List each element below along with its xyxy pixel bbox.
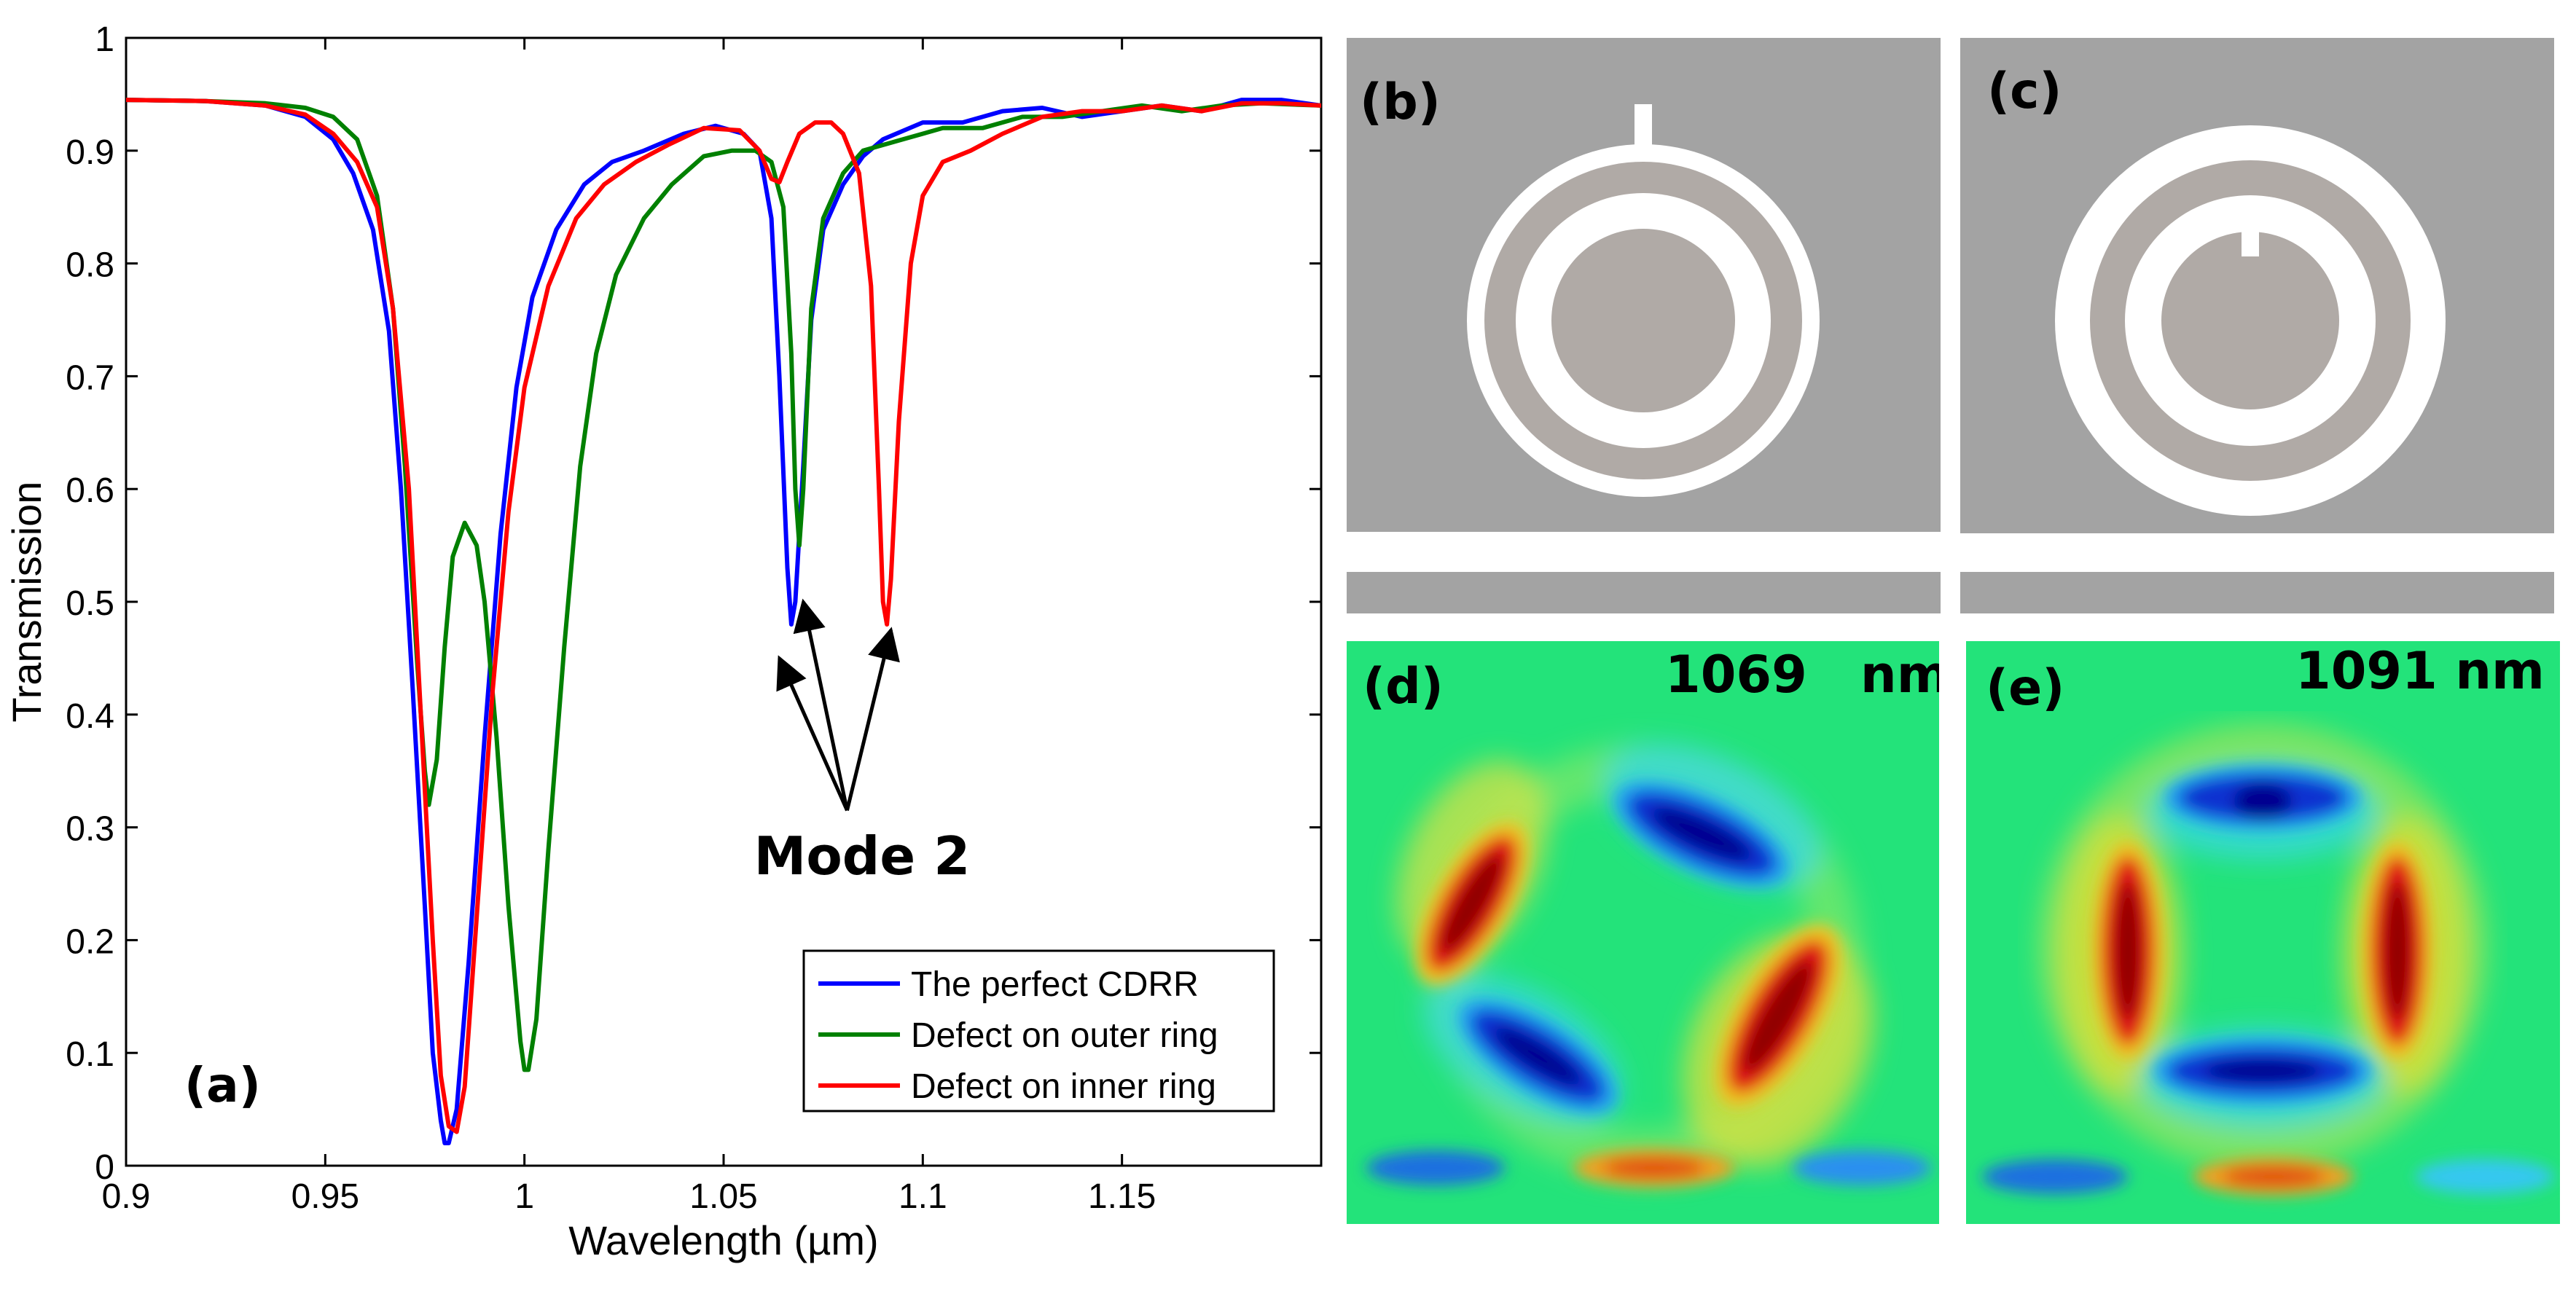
y-tick-label: 0.3 (66, 810, 114, 849)
x-tick-label: 1 (514, 1177, 534, 1216)
defect-b (1635, 104, 1652, 146)
series-line-3 (126, 98, 1321, 1134)
panel-label-b: (b) (1360, 74, 1441, 131)
center-disk-c (2161, 232, 2339, 409)
mode-2-arrows (776, 598, 900, 812)
x-tick-label: 1.15 (1088, 1177, 1156, 1216)
legend-label-1: The perfect CDRR (911, 965, 1199, 1004)
mode-2-arrow-3 (845, 627, 900, 811)
y-tick-label: 1 (95, 20, 114, 59)
legend-label-2: Defect on outer ring (911, 1016, 1218, 1055)
mode-2-arrow-1 (776, 655, 849, 812)
x-tick-label: 0.95 (291, 1177, 359, 1216)
series-group (126, 98, 1321, 1145)
defect-c (2242, 232, 2259, 256)
legend: The perfect CDRR Defect on outer ring Defe… (802, 949, 1275, 1113)
panel-label-e: (e) (1986, 659, 2064, 717)
y-tick-label: 0.1 (66, 1035, 114, 1074)
x-axis-label: Wavelength (µm) (568, 1217, 878, 1263)
x-tick-label: 1.1 (899, 1177, 947, 1216)
y-tick-label: 0.2 (66, 922, 114, 961)
x-axis-ticks: 0.9 0.95 1 1.05 1.1 1.15 (102, 38, 1156, 1216)
y-tick-label: 0.9 (66, 133, 114, 172)
field-panel-d: (d) 1069 nm (1347, 641, 1950, 1224)
schematic-panel-b: (b) (1347, 38, 1941, 613)
y-axis-ticks: 0 0.1 0.2 0.3 0.4 0.5 0.6 0.7 0.8 0.9 1 (66, 20, 1321, 1187)
wavelength-label-d: 1069 nm (1665, 645, 1950, 705)
waveguide-c (1960, 572, 2554, 613)
y-tick-label: 0 (95, 1148, 114, 1187)
x-tick-label: 0.9 (102, 1177, 151, 1216)
wavelength-label-e: 1091 nm (2295, 641, 2545, 701)
y-tick-label: 0.5 (66, 584, 114, 623)
panel-label-c: (c) (1987, 63, 2062, 120)
x-tick-label: 1.05 (689, 1177, 757, 1216)
center-disk-b (1551, 229, 1735, 412)
mode-2-arrow-2 (793, 598, 849, 811)
y-axis-label: Transmission (4, 482, 50, 723)
y-tick-label: 0.8 (66, 246, 114, 285)
panel-label-d: (d) (1363, 658, 1444, 715)
waveguide-b (1347, 572, 1941, 613)
y-tick-label: 0.4 (66, 697, 114, 736)
field-panel-e: (e) 1091 nm (1966, 641, 2560, 1224)
series-line-1 (126, 98, 1321, 1145)
y-tick-label: 0.6 (66, 471, 114, 510)
schematic-panel-c: (c) (1960, 38, 2554, 613)
chart-panel-a: 0 0.1 0.2 0.3 0.4 0.5 0.6 0.7 0.8 0.9 1 0.9 0.95 1 1.… (4, 20, 1323, 1263)
mode-2-annotation: Mode 2 (754, 825, 971, 887)
panel-label-a: (a) (184, 1057, 261, 1113)
y-tick-label: 0.7 (66, 358, 114, 397)
legend-label-3: Defect on inner ring (911, 1067, 1216, 1106)
